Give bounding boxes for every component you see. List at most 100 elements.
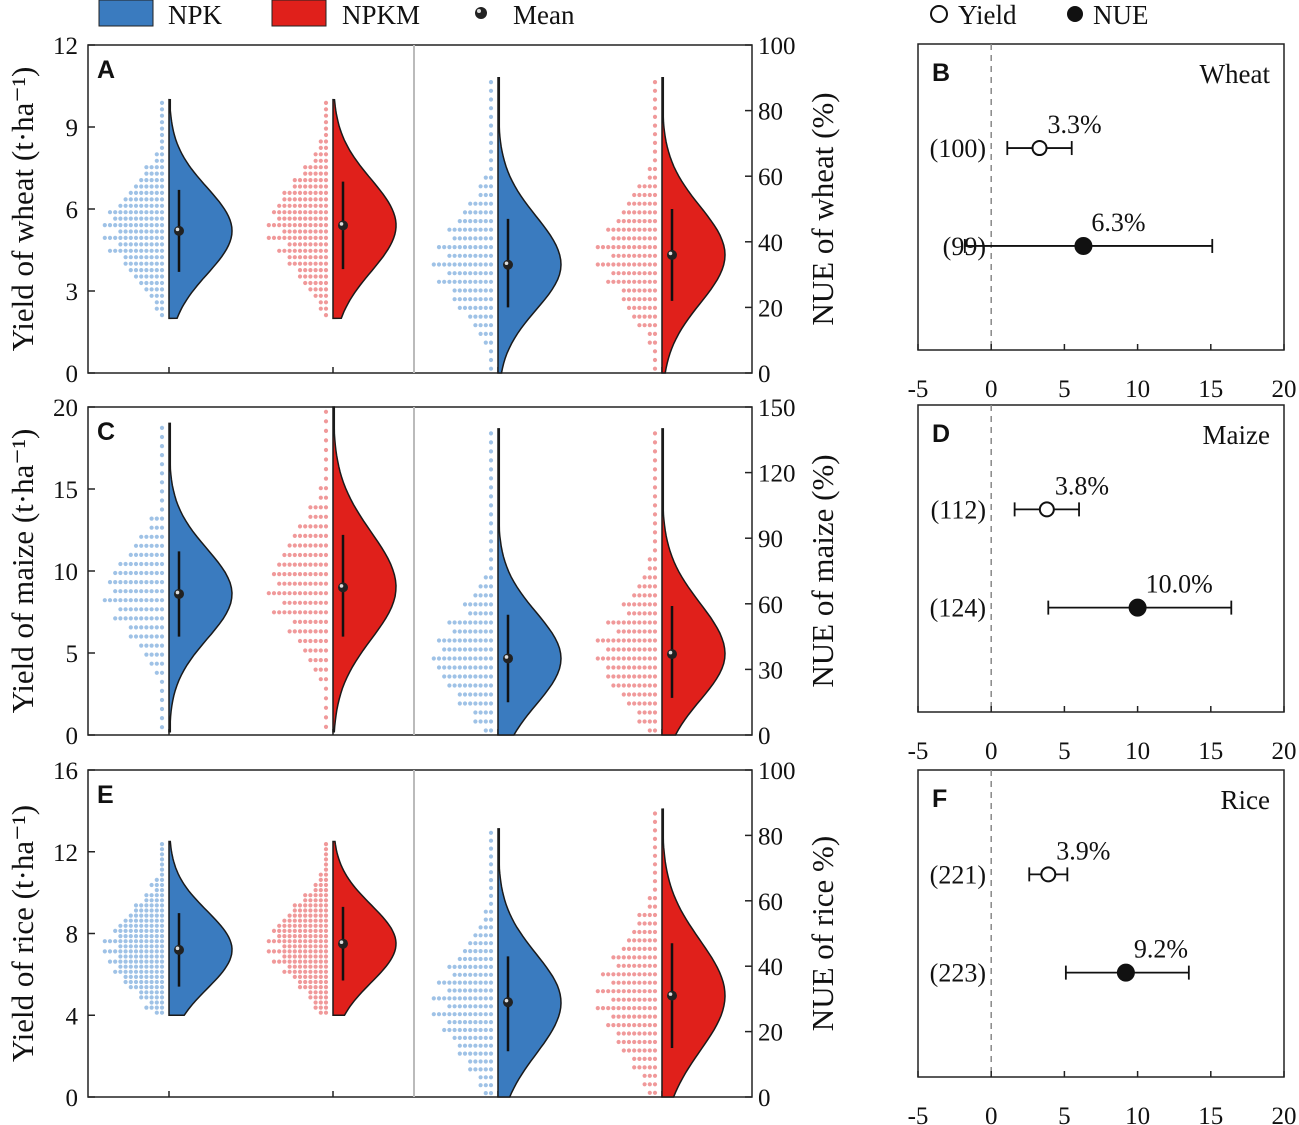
data-dot-npk (139, 561, 144, 567)
data-dot-npk (123, 979, 128, 985)
data-dot-npkm (647, 980, 652, 985)
forest-frame (917, 404, 1285, 713)
x-tick-label: -5 (908, 1103, 929, 1125)
data-dot-npkm (308, 581, 313, 586)
data-dot-npk (483, 629, 488, 634)
data-dot-npk (473, 719, 478, 724)
data-dot-npk (133, 598, 139, 603)
data-dot-npk (123, 934, 128, 939)
data-dot-npk (473, 271, 478, 276)
data-dot-npkm (611, 236, 616, 241)
data-dot-npkm (595, 656, 600, 661)
data-dot-npk (159, 598, 165, 603)
data-dot-npk (462, 683, 468, 688)
violin-density-npk (168, 840, 233, 1017)
data-dot-npkm (313, 939, 318, 944)
data-dot-npkm (308, 552, 313, 558)
data-dot-npkm (318, 280, 323, 286)
mean-marker-highlight (668, 251, 673, 256)
data-dot-npkm (308, 235, 313, 240)
data-dot-npkm (313, 934, 318, 939)
data-dot-npk (107, 235, 113, 240)
mean-marker (667, 990, 677, 1001)
data-dot-npkm (297, 908, 303, 913)
data-dot-npkm (632, 305, 637, 310)
data-dot-npk (159, 923, 165, 928)
data-dot-npk (488, 97, 494, 102)
data-dot-npk (149, 216, 154, 221)
data-dot-npkm (323, 572, 329, 577)
data-dot-npk (159, 964, 165, 969)
data-dot-npkm (303, 223, 308, 228)
mean-marker-highlight (175, 227, 180, 232)
data-dot-npk (159, 985, 165, 990)
legend-npkm-swatch (271, 0, 327, 27)
data-dot-npk (473, 602, 478, 607)
data-dot-npk (488, 140, 494, 145)
data-dot-npk (123, 974, 128, 980)
data-dot-npkm (652, 593, 658, 598)
data-dot-npkm (616, 638, 621, 643)
data-dot-npkm (642, 1031, 647, 1036)
data-dot-npk (473, 227, 478, 232)
data-dot-npk (483, 674, 488, 679)
data-dot-npkm (297, 261, 303, 266)
data-dot-npkm (611, 271, 616, 276)
data-dot-npkm (323, 248, 329, 253)
data-dot-npk (154, 158, 159, 163)
data-dot-npkm (323, 944, 329, 949)
data-dot-npkm (652, 879, 658, 884)
violin-density-npkm (332, 98, 397, 320)
data-dot-npkm (611, 674, 616, 679)
data-dot-npkm (642, 938, 647, 943)
data-dot-npkm (626, 997, 632, 1002)
data-dot-npk (488, 611, 494, 616)
data-dot-npk (452, 271, 457, 276)
data-dot-npkm (308, 229, 313, 234)
data-dot-npkm (647, 638, 652, 643)
data-dot-npkm (626, 656, 632, 661)
data-dot-npkm (292, 223, 297, 228)
data-dot-npk (102, 235, 107, 240)
data-dot-npkm (297, 979, 303, 985)
data-dot-npk (139, 903, 144, 908)
data-dot-npkm (652, 458, 658, 463)
data-dot-npkm (626, 219, 632, 224)
data-dot-npk (159, 498, 165, 503)
data-dot-npk (462, 988, 468, 993)
data-dot-npk (488, 964, 494, 970)
data-dot-npkm (652, 80, 658, 85)
data-dot-npk (149, 274, 154, 279)
data-dot-npk (488, 862, 494, 867)
data-dot-npk (478, 647, 483, 652)
data-dot-npkm (266, 591, 271, 596)
data-dot-npk (483, 1004, 488, 1009)
data-dot-npkm (282, 591, 287, 596)
data-dot-npk (452, 988, 457, 993)
data-dot-npk (149, 908, 154, 913)
data-dot-npk (478, 297, 483, 302)
data-dot-npk (128, 552, 133, 558)
data-dot-npk (452, 683, 457, 688)
data-dot-npkm (595, 245, 600, 250)
data-dot-npkm (652, 227, 658, 232)
data-dot-npkm (308, 893, 313, 898)
data-dot-npk (457, 647, 462, 652)
data-dot-npk (488, 870, 494, 875)
data-dot-npkm (303, 959, 308, 964)
data-dot-npk (144, 223, 149, 228)
y-right-tick-label: 100 (758, 33, 796, 60)
y-left-tick-label: 0 (66, 1085, 79, 1112)
data-dot-npk (447, 996, 452, 1001)
data-dot-npk (154, 516, 159, 521)
mean-marker-highlight (339, 584, 344, 588)
data-dot-npkm (292, 572, 297, 577)
data-dot-npkm (642, 1065, 647, 1070)
mean-marker (174, 225, 184, 236)
data-dot-npkm (652, 494, 658, 499)
data-dot-npk (473, 1004, 478, 1009)
data-dot-npkm (616, 1014, 621, 1019)
data-dot-npkm (292, 949, 297, 954)
data-dot-npkm (318, 949, 323, 954)
data-dot-npk (154, 229, 159, 234)
